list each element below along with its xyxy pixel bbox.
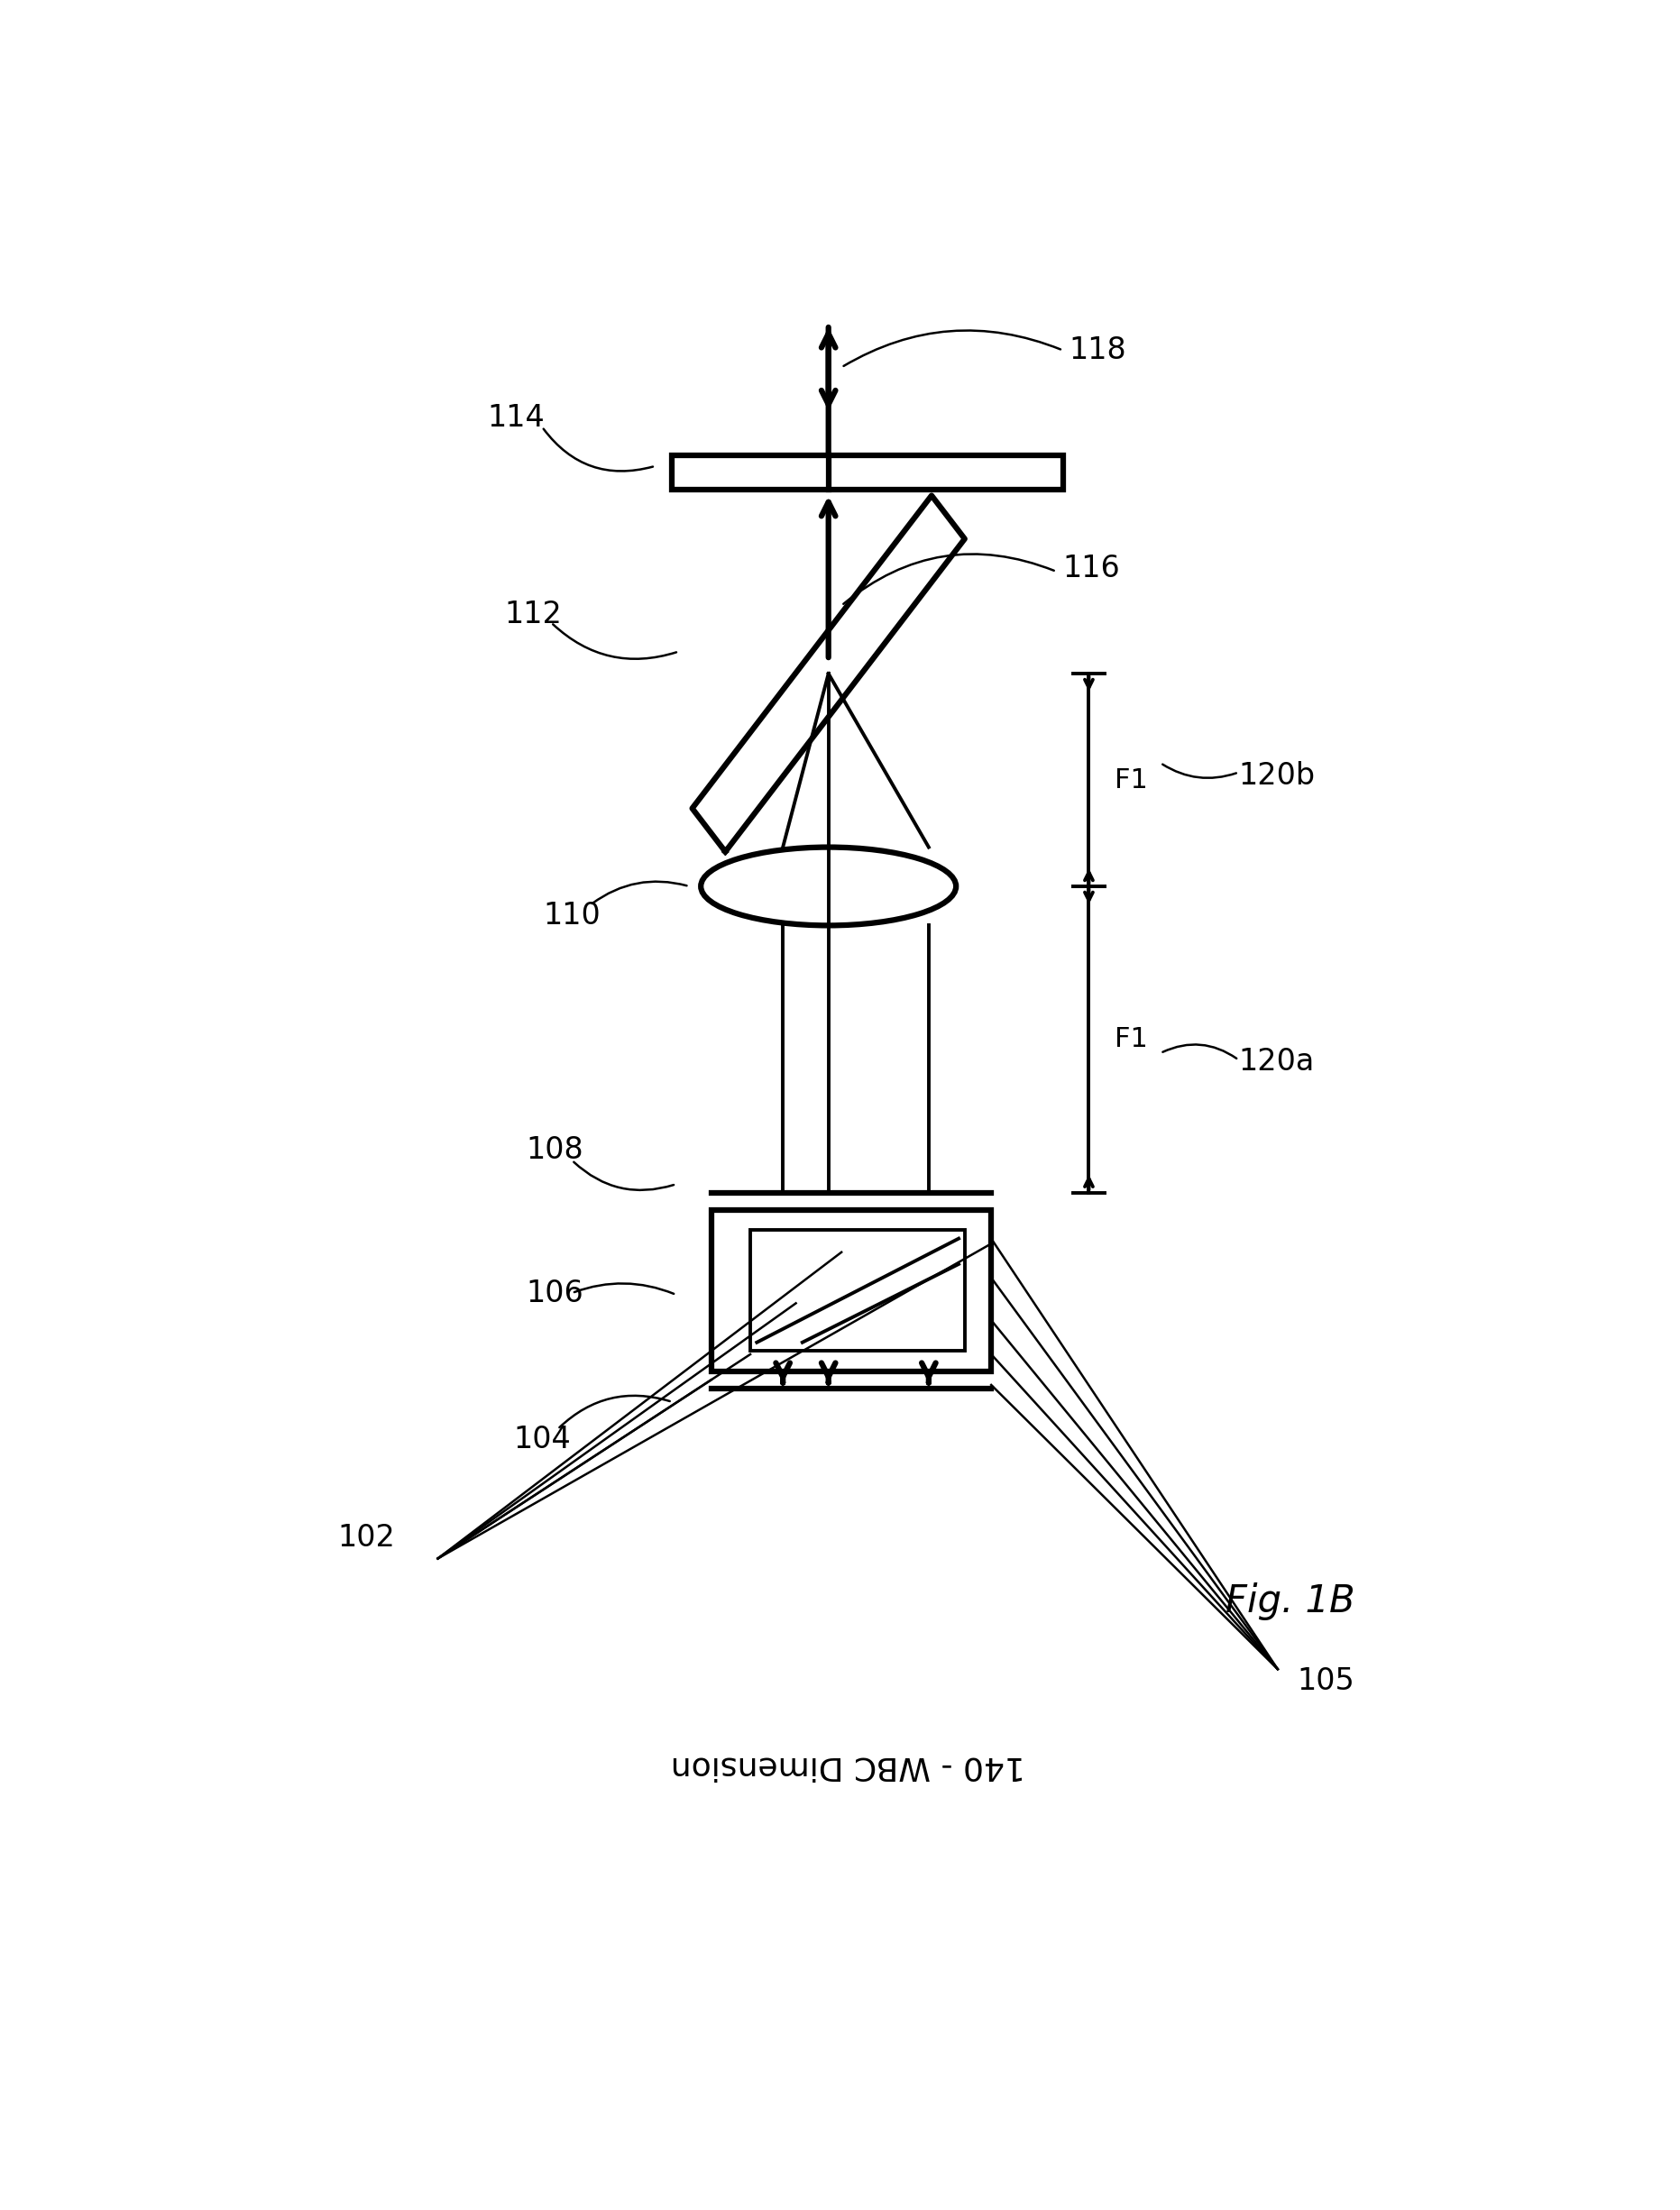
Text: 104: 104 [514, 1425, 571, 1454]
Text: 120b: 120b [1238, 760, 1315, 791]
Text: 114: 114 [487, 404, 544, 433]
Text: 120a: 120a [1238, 1048, 1314, 1076]
Text: F1: F1 [1116, 767, 1147, 793]
Text: 118: 118 [1070, 336, 1127, 365]
Text: 140 - WBC Dimension: 140 - WBC Dimension [670, 1750, 1025, 1781]
Text: Fig. 1B: Fig. 1B [1226, 1582, 1356, 1620]
Bar [672, 455, 1063, 491]
Text: 116: 116 [1063, 552, 1121, 583]
Text: 105: 105 [1297, 1666, 1354, 1695]
Bar [751, 1231, 964, 1350]
Text: 106: 106 [526, 1277, 583, 1308]
Text: F1: F1 [1116, 1025, 1147, 1052]
Text: 110: 110 [543, 899, 601, 930]
Text: 112: 112 [504, 599, 561, 630]
Bar [711, 1209, 991, 1370]
Text: 102: 102 [338, 1523, 395, 1554]
Text: 108: 108 [526, 1136, 583, 1165]
